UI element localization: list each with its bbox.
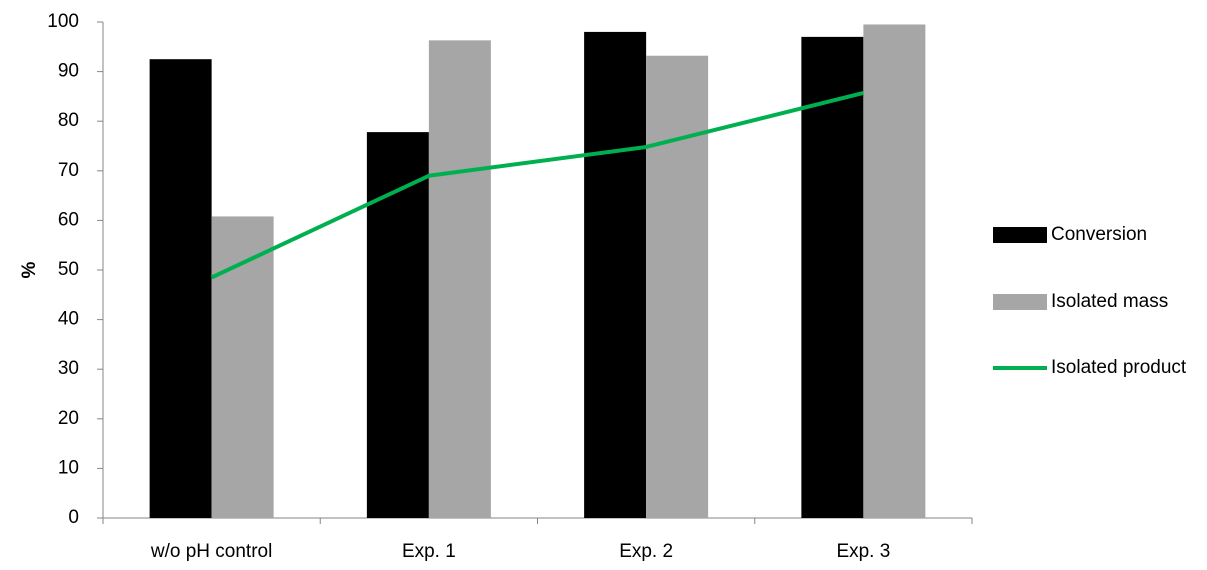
bar bbox=[211, 216, 274, 518]
y-axis-label: % bbox=[19, 261, 40, 278]
line bbox=[210, 90, 864, 280]
x-tick-label: w/o pH control bbox=[150, 541, 272, 562]
y-tick-label: 70 bbox=[58, 160, 79, 181]
x-tick-label: Exp. 2 bbox=[619, 541, 673, 562]
x-tick-label: Exp. 1 bbox=[402, 541, 456, 562]
legend-label: Conversion bbox=[1051, 224, 1147, 245]
bar bbox=[863, 24, 926, 518]
y-tick-label: 10 bbox=[58, 457, 79, 478]
bar bbox=[428, 40, 491, 519]
y-tick-label: 80 bbox=[58, 110, 79, 131]
y-tick-label: 40 bbox=[58, 309, 79, 330]
bar bbox=[801, 36, 864, 518]
bar bbox=[366, 132, 429, 518]
y-tick-label: 30 bbox=[58, 358, 79, 379]
x-tick-label: Exp. 3 bbox=[836, 541, 890, 562]
y-tick-label: 100 bbox=[47, 11, 79, 32]
legend-label: Isolated mass bbox=[1051, 291, 1168, 312]
legend-swatch bbox=[993, 294, 1047, 310]
legend-swatch bbox=[993, 227, 1047, 243]
bar bbox=[149, 59, 212, 518]
y-tick-label: 0 bbox=[68, 507, 79, 528]
y-tick-label: 20 bbox=[58, 408, 79, 429]
bar bbox=[646, 55, 709, 519]
y-tick-label: 50 bbox=[58, 259, 79, 280]
y-tick-label: 60 bbox=[58, 209, 79, 230]
legend-label: Isolated product bbox=[1051, 357, 1187, 378]
bar bbox=[584, 31, 647, 518]
y-tick-label: 90 bbox=[58, 61, 79, 82]
